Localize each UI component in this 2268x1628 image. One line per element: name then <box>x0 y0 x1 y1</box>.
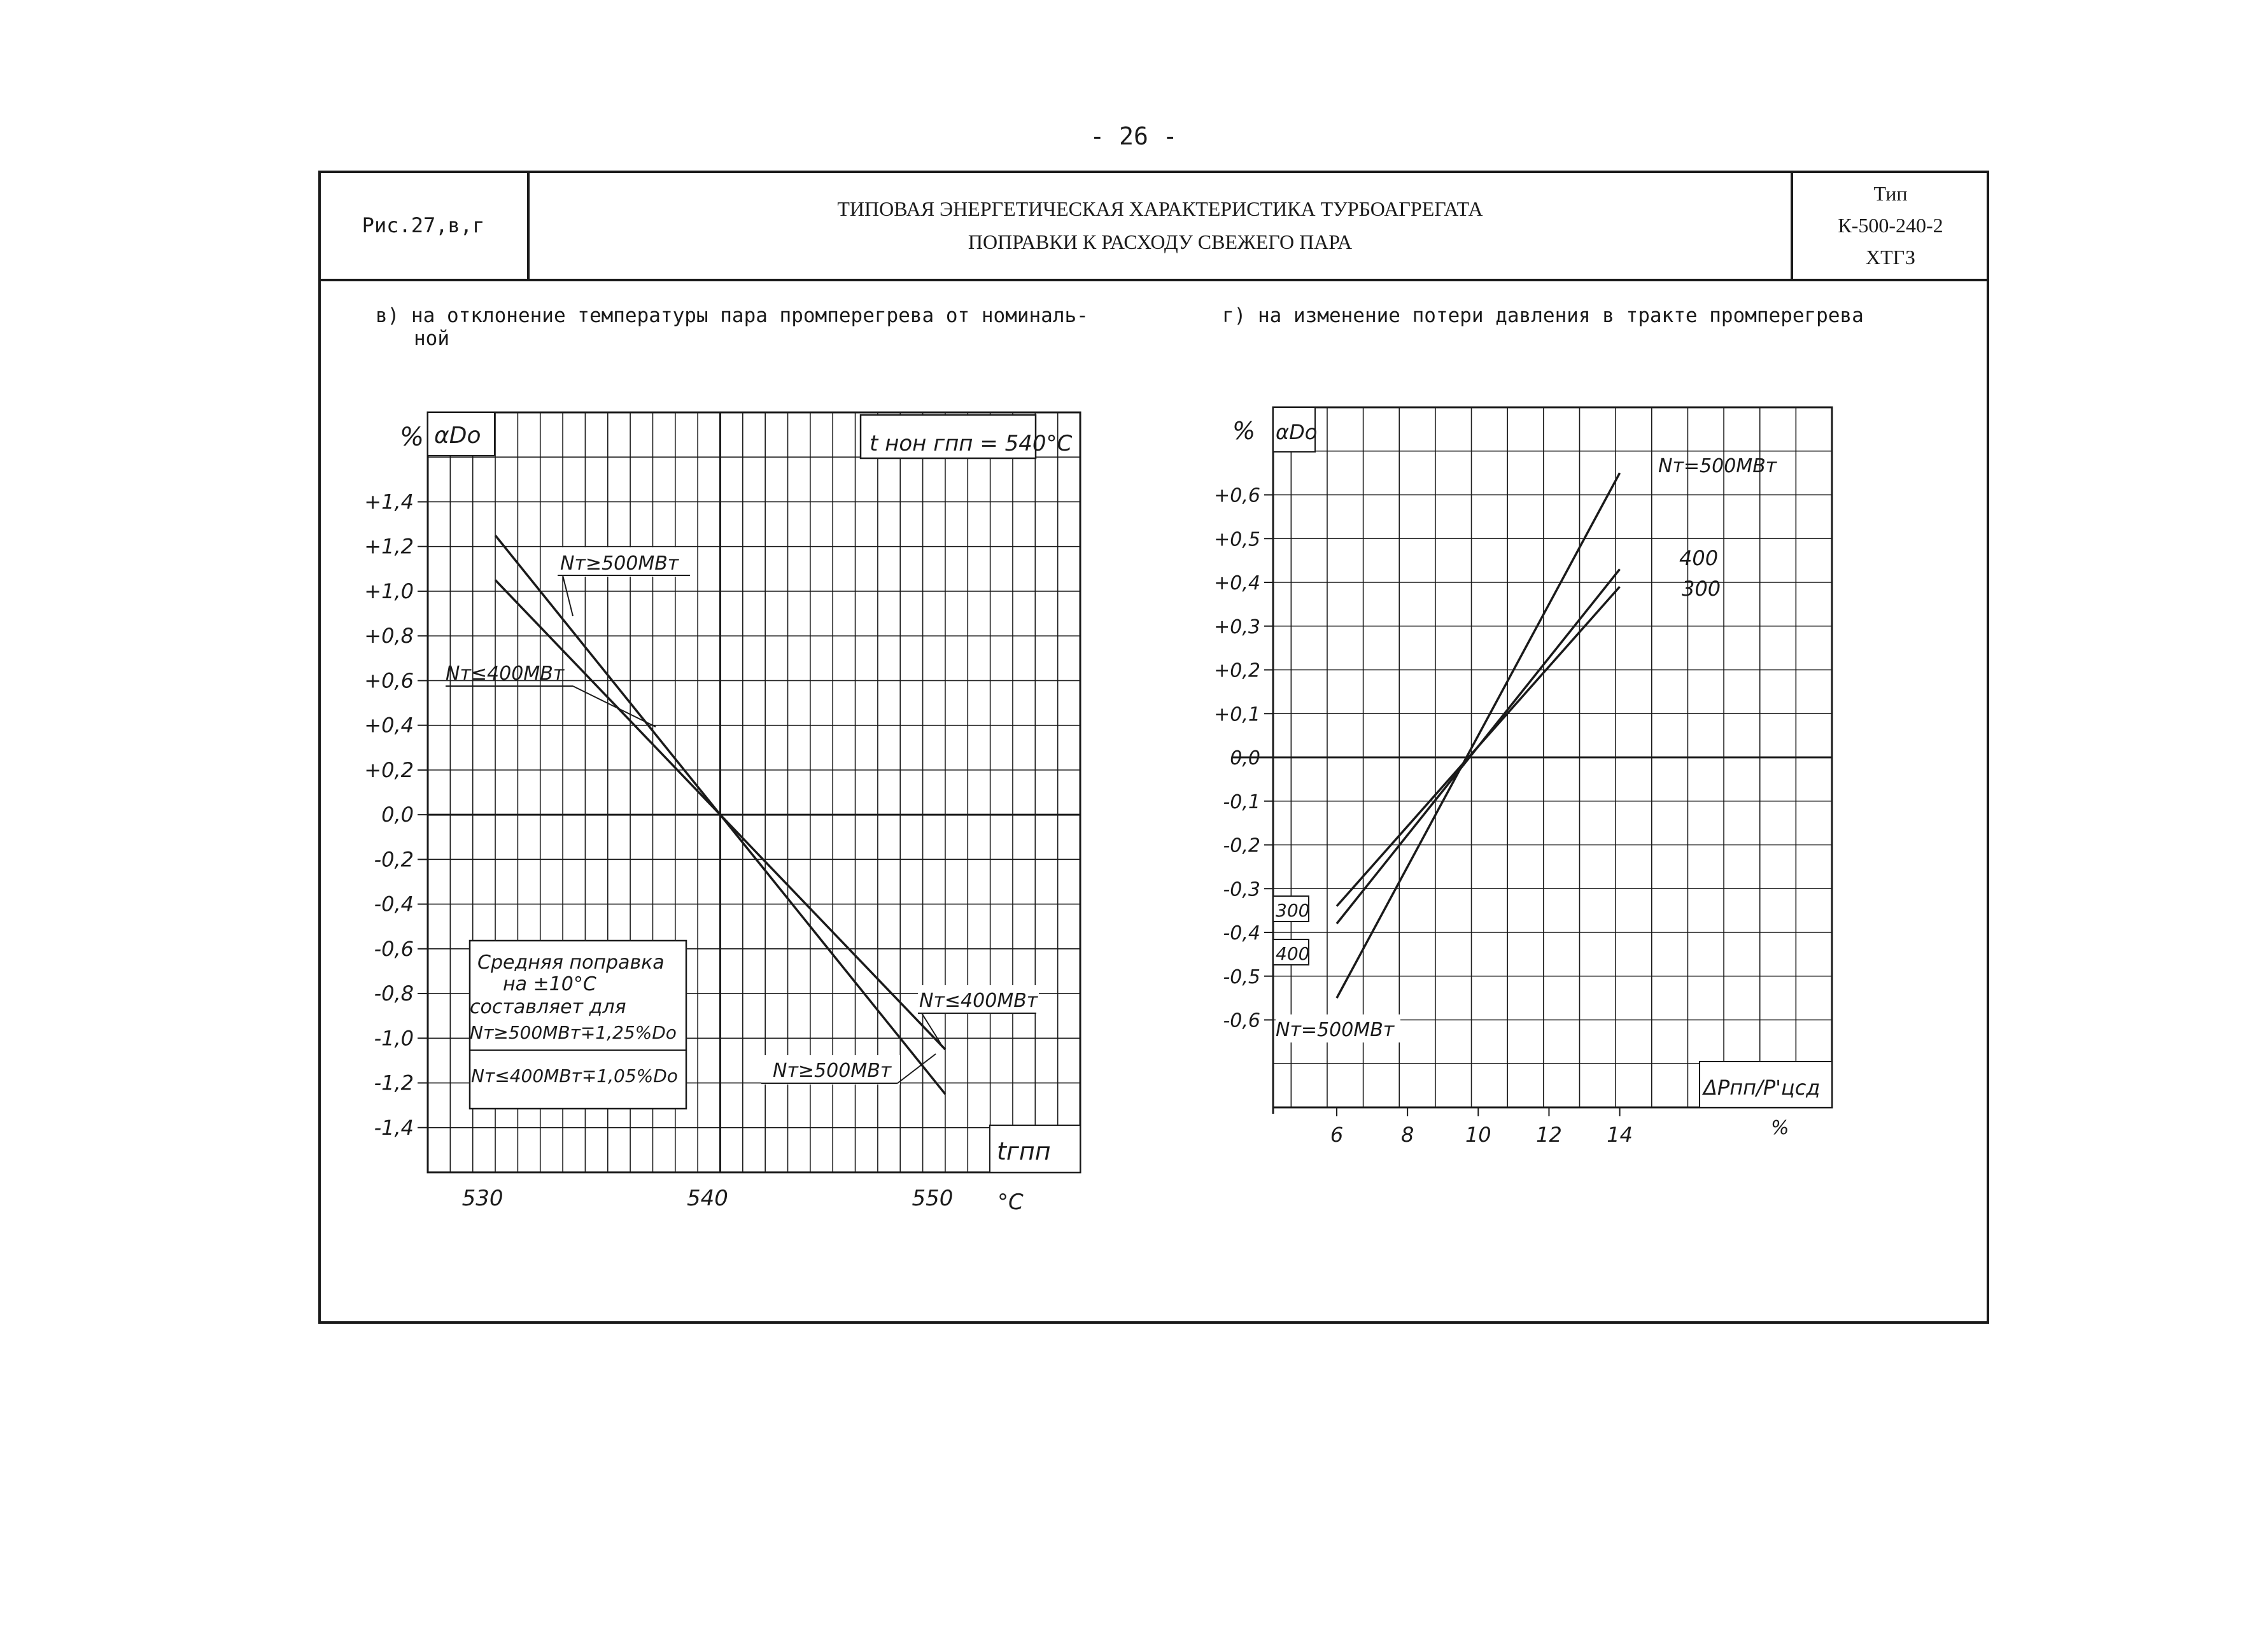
note-line: Nт≤400МВт∓1,05%Do <box>471 1065 678 1086</box>
annotation-leader <box>572 685 656 727</box>
y-tick-label: 0,0 <box>381 803 414 827</box>
y-tick-label: +0,3 <box>1214 616 1260 638</box>
series-line <box>494 579 947 1051</box>
y-tick-label: -0,4 <box>1223 922 1260 944</box>
nominal-temperature-label: t нон гпп = 540°C <box>870 431 1073 456</box>
annotation-box <box>1272 939 1309 965</box>
title-line-2: ПОПРАВКИ К РАСХОДУ СВЕЖЕГО ПАРА <box>968 230 1353 253</box>
series-line <box>1335 586 1621 907</box>
note-line: Средняя поправка <box>477 951 665 974</box>
annotation-label: Nт=500МВт <box>1658 455 1778 477</box>
drawing-frame <box>318 171 1989 1324</box>
annotation-label: 400 <box>1679 546 1718 570</box>
annotation-leader <box>897 1053 936 1084</box>
note-line: составляет для <box>470 996 626 1018</box>
annotation-label: Nт≤400МВт <box>919 990 1039 1012</box>
y-axis-unit: % <box>400 423 424 452</box>
x-tick-label: 540 <box>687 1186 728 1211</box>
page-number: - 26 - <box>1090 122 1178 150</box>
annotation-leader <box>562 575 574 617</box>
y-tick-label: 0,0 <box>1230 747 1260 769</box>
x-axis-label: ΔPпп/P'цсд <box>1701 1076 1820 1100</box>
note-line: Nт≥500МВт∓1,25%Do <box>470 1022 677 1043</box>
y-tick-label: -0,5 <box>1223 966 1260 988</box>
x-axis-unit: °C <box>997 1189 1024 1215</box>
x-tick-label: 10 <box>1465 1123 1491 1147</box>
x-tick-label: 12 <box>1536 1123 1562 1147</box>
y-tick-label: -0,6 <box>1223 1010 1260 1032</box>
type-maker: ХТГЗ <box>1866 246 1915 269</box>
y-tick-label: +0,2 <box>364 758 414 782</box>
header-divider-left <box>527 171 530 280</box>
y-tick-label: -0,3 <box>1223 878 1260 901</box>
type-model: К-500-240-2 <box>1838 214 1943 237</box>
caption-left-line-1: в) на отклонение температуры пара промпе… <box>376 304 1088 327</box>
y-axis-label: αDo <box>434 423 481 449</box>
x-tick-label: 8 <box>1401 1123 1414 1147</box>
y-tick-label: -0,8 <box>374 981 414 1006</box>
y-tick-label: -0,4 <box>374 892 414 916</box>
y-tick-label: +0,4 <box>1214 572 1260 594</box>
annotation-box <box>1272 895 1309 922</box>
y-tick-label: -0,2 <box>1223 835 1260 857</box>
caption-right: г) на изменение потери давления в тракте… <box>1222 304 1864 327</box>
x-tick-label: 530 <box>462 1186 504 1211</box>
annotation-background <box>1276 1014 1400 1042</box>
note-line: на ±10°С <box>503 973 596 995</box>
document-title: ТИПОВАЯ ЭНЕРГЕТИЧЕСКАЯ ХАРАКТЕРИСТИКА ТУ… <box>528 171 1792 280</box>
plot-border <box>426 411 1081 1174</box>
y-axis-label: αDo <box>1276 420 1317 444</box>
nominal-temperature-box <box>859 414 1037 460</box>
y-axis-label-box <box>427 412 495 456</box>
y-tick-label: +1,2 <box>364 535 414 559</box>
y-tick-label: +0,8 <box>364 624 414 648</box>
annotation-label: 300 <box>1682 577 1721 601</box>
y-tick-label: -0,2 <box>374 847 414 871</box>
x-axis-label: tгпп <box>997 1137 1051 1165</box>
figure-reference: Рис.27,в,г <box>362 213 485 237</box>
x-axis-unit: % <box>1771 1117 1789 1139</box>
type-label: Тип <box>1873 182 1908 205</box>
annotation-label: Nт≤400МВт <box>446 663 565 685</box>
average-correction-note-box <box>468 939 687 1110</box>
y-tick-label: +1,4 <box>364 489 414 514</box>
annotation-background <box>761 1055 900 1084</box>
header-bottom-rule <box>318 279 1989 281</box>
y-tick-label: -0,6 <box>374 937 414 961</box>
annotation-label: Nт=500МВт <box>1276 1019 1395 1041</box>
y-tick-label: +0,4 <box>364 713 414 738</box>
y-axis-unit: % <box>1232 417 1255 445</box>
annotation-background <box>918 985 1039 1013</box>
annotation-leader <box>921 1013 941 1044</box>
series-line <box>1335 472 1621 999</box>
y-tick-label: -1,4 <box>374 1116 414 1140</box>
x-axis-label-box <box>1699 1061 1833 1108</box>
y-tick-label: +0,6 <box>364 668 414 692</box>
y-tick-label: +0,2 <box>1214 660 1260 682</box>
annotation-label: 400 <box>1276 943 1309 964</box>
title-line-1: ТИПОВАЯ ЭНЕРГЕТИЧЕСКАЯ ХАРАКТЕРИСТИКА ТУ… <box>837 197 1483 220</box>
x-axis-label-box <box>989 1125 1081 1173</box>
y-tick-label: -1,2 <box>374 1071 414 1095</box>
header-divider-right <box>1791 171 1793 280</box>
y-axis-label-box <box>1272 407 1316 453</box>
y-tick-label: +1,0 <box>364 579 414 603</box>
x-tick-label: 6 <box>1330 1123 1343 1147</box>
annotation-label: Nт≥500МВт <box>560 552 680 575</box>
type-block: Тип К-500-240-2 ХТГЗ <box>1792 171 1989 280</box>
y-tick-label: -1,0 <box>374 1026 414 1050</box>
y-tick-label: -0,1 <box>1223 791 1260 813</box>
caption-left-line-2: ной <box>414 327 449 350</box>
y-tick-label: +0,6 <box>1214 485 1260 507</box>
y-tick-label: +0,1 <box>1214 703 1260 726</box>
x-tick-label: 14 <box>1607 1123 1633 1147</box>
x-tick-label: 550 <box>912 1186 953 1211</box>
annotation-label: Nт≥500МВт <box>773 1060 892 1082</box>
annotation-label: 300 <box>1276 900 1309 921</box>
y-tick-label: +0,5 <box>1214 528 1260 551</box>
caption-left: в) на отклонение температуры пара промпе… <box>376 304 1171 350</box>
annotation-background <box>558 547 690 577</box>
